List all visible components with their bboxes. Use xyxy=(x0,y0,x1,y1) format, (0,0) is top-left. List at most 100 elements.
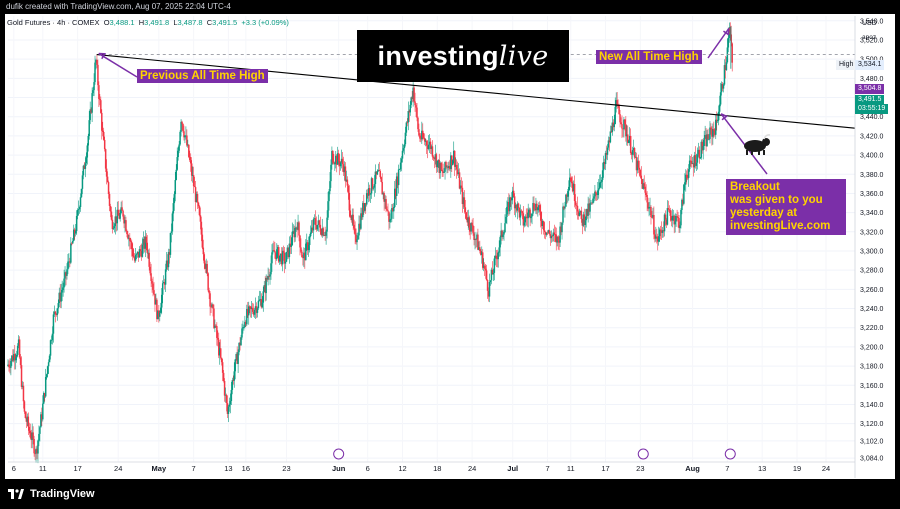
candle-body xyxy=(374,171,377,185)
candle-body xyxy=(667,208,670,210)
candle-body xyxy=(66,269,68,276)
candle-body xyxy=(251,307,254,312)
candle-body xyxy=(256,308,259,313)
candle-body xyxy=(681,199,683,210)
candle-body xyxy=(390,218,392,220)
candle-body xyxy=(318,220,321,225)
candle-body xyxy=(436,160,439,168)
candle-body xyxy=(459,185,462,189)
y-tick-label: 3,340.0 xyxy=(860,210,883,217)
candle-body xyxy=(238,342,240,353)
candle-body xyxy=(421,130,423,140)
candle-body xyxy=(123,216,125,224)
candle-body xyxy=(95,59,97,63)
candle-body xyxy=(717,111,720,121)
candle-body xyxy=(212,304,214,309)
high-label: H xyxy=(138,18,145,27)
candle-body xyxy=(537,207,539,211)
candle-body xyxy=(134,254,137,261)
candle-body xyxy=(34,453,36,455)
x-axis: 6 11 17 24 May 7 13 16 23 Jun 6 12 18 24 Jul 7 11 17 23 Aug… xyxy=(8,461,855,473)
candle-body xyxy=(201,234,204,248)
y-tick-label: 3,180.0 xyxy=(860,364,883,371)
candle-body xyxy=(416,107,418,118)
candle-body xyxy=(434,154,437,160)
tradingview-brand[interactable]: TradingView xyxy=(8,487,95,501)
candle-body xyxy=(691,163,694,164)
currency-label[interactable]: USD xyxy=(862,20,877,27)
candle-body xyxy=(327,201,329,218)
candle-body xyxy=(152,283,154,291)
candle-body xyxy=(720,83,723,93)
x-tick-label: Jun xyxy=(332,464,346,473)
candle-body xyxy=(262,291,265,303)
candle-body xyxy=(670,215,673,221)
candle-body xyxy=(271,252,273,264)
candle-body xyxy=(510,197,512,201)
y-tick-label: 3,200.0 xyxy=(860,344,883,351)
candle-body xyxy=(198,206,201,216)
candle-body xyxy=(50,340,53,341)
candle-body xyxy=(478,247,480,250)
chart-frame xyxy=(5,14,895,479)
candle-body xyxy=(181,121,183,124)
candle-body xyxy=(259,299,262,300)
candle-body xyxy=(682,199,684,204)
candle-body xyxy=(452,160,454,165)
candle-body xyxy=(569,177,572,182)
candle-body xyxy=(312,219,315,231)
candle-body xyxy=(274,250,276,253)
candle-body xyxy=(557,236,559,241)
candle-body xyxy=(582,214,585,226)
candle-body xyxy=(447,166,449,169)
candle-body xyxy=(509,197,511,212)
candle-body xyxy=(261,302,264,308)
candle-body xyxy=(113,226,116,229)
candle-body xyxy=(581,219,584,226)
candle-body xyxy=(366,193,369,196)
candle-body xyxy=(169,232,172,255)
axis-subtitle: apoz xyxy=(862,34,877,41)
candle-body xyxy=(178,144,180,151)
candle-body xyxy=(58,292,60,304)
candle-body xyxy=(8,364,10,367)
candle-body xyxy=(380,177,382,182)
candle-body xyxy=(283,252,286,264)
candle-body xyxy=(53,311,56,315)
candle-body xyxy=(701,141,703,151)
candle-body xyxy=(254,306,257,310)
candle-body xyxy=(139,249,142,252)
candle-body xyxy=(91,93,93,113)
candle-body xyxy=(276,249,278,260)
high-tag-label: High xyxy=(836,60,857,70)
candle-body xyxy=(485,270,488,281)
candle-body xyxy=(105,168,108,177)
candle-body xyxy=(301,251,303,258)
candle-body xyxy=(412,87,414,99)
event-marker xyxy=(637,448,649,460)
candle-body xyxy=(230,389,233,402)
candle-body xyxy=(109,205,112,212)
candle-body xyxy=(521,211,524,214)
candle-body xyxy=(723,65,726,85)
candle-body xyxy=(663,214,666,232)
candle-body xyxy=(240,337,242,346)
candle-body xyxy=(18,339,21,358)
candle-body xyxy=(248,306,250,316)
candle-body xyxy=(572,183,575,192)
candle-body xyxy=(643,183,645,187)
candle-body xyxy=(30,437,32,440)
candle-body xyxy=(486,280,489,291)
candle-body xyxy=(502,234,504,238)
candle-body xyxy=(622,128,624,130)
candle-body xyxy=(641,178,644,189)
candle-body xyxy=(519,210,522,218)
candle-body xyxy=(156,299,158,320)
candle-body xyxy=(511,190,514,199)
candle-body xyxy=(190,163,193,176)
candle-body xyxy=(330,164,332,182)
candle-body xyxy=(555,234,557,243)
candle-body xyxy=(551,235,554,237)
candle-body xyxy=(257,300,260,309)
